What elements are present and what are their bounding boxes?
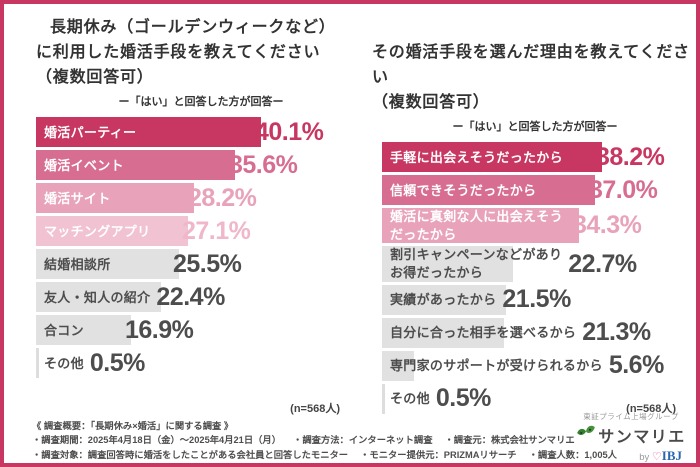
bar-fill	[36, 150, 235, 181]
bar-value: 0.5%	[435, 384, 491, 413]
survey-detail-row: ・調査期間：2025年4月18日（金）～2025年4月21日（月） ・調査方法：イ…	[32, 433, 607, 447]
survey-detail-item: ・調査方法：インターネット調査	[293, 435, 433, 446]
bar-label: その他	[390, 390, 430, 406]
bar-fill	[382, 142, 602, 173]
bar-fill	[36, 315, 131, 346]
bar-value: 22.7%	[568, 249, 637, 278]
bar-fill	[382, 383, 385, 414]
bar-row: 婚活パーティー 40.1%	[36, 117, 366, 148]
bar-row: 自分に合った相手を選べるから 21.3%	[382, 317, 696, 348]
bar-row: 合コン 16.9%	[36, 315, 366, 346]
bar-label: 友人・知人の紹介	[44, 289, 151, 305]
bar-fill	[382, 208, 579, 244]
survey-detail-item: ・調査人数：1,005人	[528, 449, 617, 460]
bar-row: 婚活サイト 28.2%	[36, 183, 366, 214]
ibj-label: IBJ	[661, 448, 682, 463]
bar-row: 割引キャンペーンなどがあり お得だったから 22.7%	[382, 246, 696, 282]
bar-fill	[36, 117, 261, 148]
survey-detail-row: ・調査対象：調査回答時に婚活をしたことがある会社員と回答したモニター ・モニター提…	[32, 448, 617, 462]
survey-footer: 《 調査概要：「長期休み×婚活」に関する調査 》 ・調査期間：2025年4月18…	[32, 419, 617, 462]
chart-note: ー「はい」と回答した方が回答ー	[118, 96, 284, 109]
bar-value: 25.5%	[173, 249, 242, 278]
bar-row: 実績があったから 21.5%	[382, 284, 696, 315]
logo-main: サンマリエ	[574, 423, 688, 447]
chart-title: その婚活手段を選んだ理由を教えてください （複数回答可）	[372, 44, 690, 111]
bar-value: 35.6%	[229, 150, 298, 179]
bar-row: その他 0.5%	[382, 383, 696, 414]
logo-group-label: 東証プライム上場グループ	[583, 412, 679, 421]
bar-value: 27.1%	[182, 216, 251, 245]
bar-row: 友人・知人の紹介 22.4%	[36, 282, 366, 313]
sunmarie-leaf-icon	[576, 425, 596, 446]
bar-label: 実績があったから	[390, 291, 497, 307]
sample-size-right: (n=568人)	[626, 403, 676, 415]
bar-fill	[36, 348, 39, 379]
bar-value: 0.5%	[89, 348, 145, 377]
by-label: by	[639, 452, 650, 463]
bar-label: その他	[44, 355, 84, 371]
chart-reasons: その婚活手段を選んだ理由を教えてください （複数回答可） ー「はい」と回答した方…	[372, 16, 696, 417]
bar-label: 割引キャンペーンなどがあり お得だったから	[390, 247, 563, 281]
bar-value: 34.3%	[573, 211, 642, 240]
survey-detail-item: ・調査元：株式会社サンマリエ	[444, 435, 575, 446]
bar-fill	[36, 282, 161, 313]
bar-row: 結婚相談所 25.5%	[36, 249, 366, 280]
bar-row: 手軽に出会えそうだったから 38.2%	[382, 142, 696, 173]
bar-label: 合コン	[44, 322, 84, 338]
bar-value: 16.9%	[125, 315, 194, 344]
bar-fill	[382, 246, 513, 282]
bar-label: 婚活に真剣な人に出会えそう だったから	[390, 209, 563, 242]
chart-note: ー「はい」と回答した方が回答ー	[452, 121, 618, 134]
bar-row: 婚活に真剣な人に出会えそう だったから 34.3%	[382, 208, 696, 244]
bar-rows: 婚活パーティー 40.1% 婚活イベント 35.6% 婚活サイト 28.2% マ…	[36, 117, 366, 379]
bar-label: 専門家のサポートが受けられるから	[390, 357, 603, 373]
bar-label: マッチングアプリ	[44, 223, 151, 239]
chart-methods: 長期休み（ゴールデンウィークなど） に利用した婚活手段を教えてください （複数回…	[36, 16, 366, 381]
bar-label: 婚活サイト	[44, 190, 111, 206]
bar-fill	[382, 284, 506, 315]
bar-label: 自分に合った相手を選べるから	[390, 324, 577, 340]
bar-label: 信頼できそうだったから	[390, 182, 537, 198]
bar-value: 38.2%	[596, 142, 665, 171]
bar-value: 21.3%	[582, 318, 651, 347]
bar-value: 21.5%	[502, 285, 571, 314]
bar-value: 40.1%	[255, 117, 324, 146]
survey-detail-item: ・調査期間：2025年4月18日（金）～2025年4月21日（月）	[32, 435, 282, 446]
bar-value: 28.2%	[188, 183, 257, 212]
bar-fill	[36, 249, 179, 280]
bar-value: 37.0%	[589, 175, 658, 204]
bar-fill	[382, 350, 414, 381]
bar-fill	[36, 216, 188, 247]
bar-row: その他 0.5%	[36, 348, 366, 379]
bar-label: 手軽に出会えそうだったから	[390, 149, 563, 165]
bar-fill	[382, 175, 595, 206]
logo-name: サンマリエ	[598, 429, 686, 446]
bar-value: 5.6%	[608, 351, 664, 380]
bar-rows: 手軽に出会えそうだったから 38.2% 信頼できそうだったから 37.0% 婚活…	[382, 142, 696, 414]
bar-label: 結婚相談所	[44, 256, 111, 272]
survey-detail-item: ・調査対象：調査回答時に婚活をしたことがある会社員と回答したモニター	[32, 449, 349, 460]
bar-fill	[382, 317, 504, 348]
bar-label: 婚活イベント	[44, 157, 124, 173]
bar-row: 信頼できそうだったから 37.0%	[382, 175, 696, 206]
survey-detail-item: ・モニター提供元：PRIZMAリサーチ	[360, 449, 517, 460]
survey-overview: 《 調査概要：「長期休み×婚活」に関する調査 》	[32, 421, 234, 431]
bar-label: 婚活パーティー	[44, 124, 137, 140]
bar-row: 専門家のサポートが受けられるから 5.6%	[382, 350, 696, 381]
bar-row: マッチングアプリ 27.1%	[36, 216, 366, 247]
bar-fill	[36, 183, 194, 214]
logo-byline: by ♡IBJ	[574, 448, 688, 463]
sample-size-left: (n=568人)	[290, 403, 340, 415]
sunmarie-logo: 東証プライム上場グループ サンマリエ by ♡IBJ	[574, 411, 688, 463]
bar-row: 婚活イベント 35.6%	[36, 150, 366, 181]
bar-value: 22.4%	[156, 282, 225, 311]
chart-title: 長期休み（ゴールデンウィークなど） に利用した婚活手段を教えてください （複数回…	[36, 19, 336, 86]
ibj-heart-icon: ♡	[651, 451, 662, 463]
